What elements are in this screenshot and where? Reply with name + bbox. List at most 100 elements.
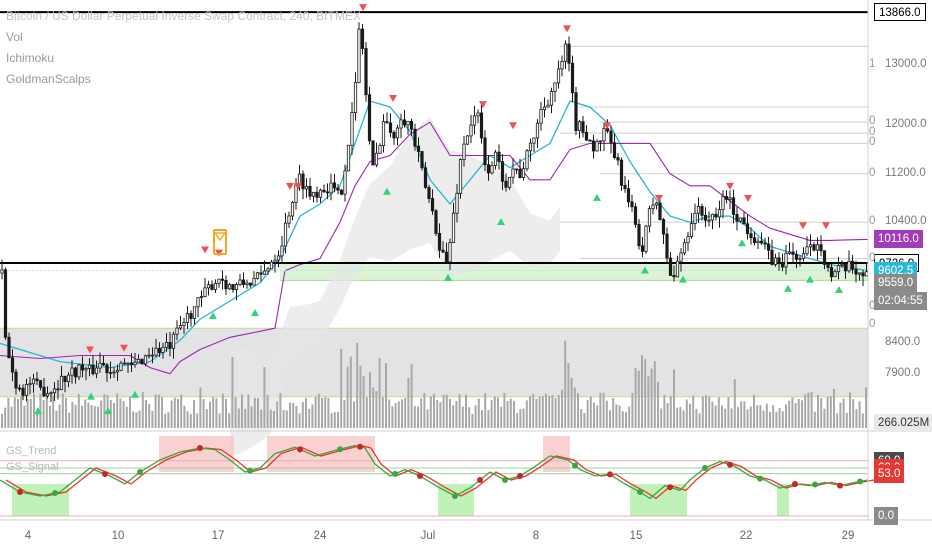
candle-body	[28, 383, 32, 386]
candle-body	[413, 128, 417, 147]
candle-body	[738, 217, 743, 222]
osc-overbought-band	[564, 436, 567, 472]
candle-body	[584, 131, 589, 141]
volume-bar	[151, 410, 154, 428]
volume-bar	[849, 392, 851, 428]
candle-body	[31, 378, 36, 385]
candle-body	[630, 201, 634, 208]
volume-bar	[705, 395, 707, 428]
level-digit-label: 0	[869, 115, 876, 128]
candle-body	[185, 313, 190, 323]
osc-oversold-band	[783, 484, 786, 516]
buy-marker-icon	[835, 285, 843, 293]
sell-marker-icon	[120, 344, 128, 352]
price-tick-label: 10400.0	[885, 215, 927, 228]
osc-overbought-band	[276, 436, 279, 472]
volume-bar	[90, 405, 93, 428]
buy-marker-icon	[806, 275, 814, 283]
volume-bar	[509, 398, 512, 428]
candle-body	[430, 198, 435, 212]
candle-body	[143, 355, 148, 365]
volume-bar	[429, 396, 432, 428]
time-tick-label: 29	[841, 530, 855, 542]
legend-gs-trend[interactable]: GS_Trend	[6, 445, 57, 457]
candle-body	[511, 168, 515, 178]
candle-body	[199, 296, 204, 299]
candle-body	[311, 191, 316, 197]
highlight-box	[213, 229, 227, 255]
osc-cross-dot	[392, 470, 398, 477]
osc-oversold-band	[60, 484, 63, 516]
legend-study-ichimoku[interactable]: Ichimoku	[6, 51, 55, 65]
legend-gs-signal[interactable]: GS_Signal	[6, 461, 59, 473]
volume-bar	[362, 376, 365, 428]
osc-oversold-band	[465, 484, 468, 516]
osc-overbought-band	[165, 436, 168, 472]
volume-bar	[218, 413, 221, 428]
candle-body	[255, 272, 260, 279]
osc-overbought-band	[372, 436, 375, 472]
osc-overbought-band	[192, 436, 195, 472]
osc-tag: 53.0	[874, 464, 905, 483]
volume-bar	[269, 409, 272, 428]
volume-bar	[673, 369, 675, 428]
osc-oversold-band	[456, 484, 459, 516]
volume-bar	[615, 404, 618, 428]
osc-overbought-band	[333, 436, 336, 472]
volume-bar	[769, 411, 771, 428]
candle-body	[329, 182, 333, 194]
osc-overbought-band	[357, 436, 360, 472]
candle-body	[707, 219, 711, 222]
candle-body	[234, 284, 239, 291]
candle-body	[808, 244, 813, 248]
volume-bar	[295, 406, 298, 428]
osc-overbought-band	[303, 436, 306, 472]
highlight-arrow-icon	[213, 232, 227, 242]
candle-body	[763, 242, 767, 245]
candle-body	[773, 257, 778, 265]
candle-body	[731, 197, 736, 215]
candle-body	[406, 121, 410, 126]
candle-body	[84, 368, 88, 371]
candle-body	[59, 375, 64, 390]
candle-body	[465, 135, 470, 145]
candle-body	[532, 137, 536, 144]
osc-overbought-band	[546, 436, 549, 472]
volume-bar	[660, 408, 663, 428]
volume-bar	[490, 400, 493, 428]
volume-bar	[314, 396, 317, 428]
candle-body	[318, 189, 323, 198]
volume-bar	[823, 408, 826, 428]
volume-bar	[298, 413, 301, 428]
candle-body	[479, 112, 484, 139]
candle-body	[392, 132, 396, 139]
osc-cross-dot	[297, 446, 303, 453]
osc-oversold-band	[633, 484, 636, 516]
volume-bar	[727, 397, 730, 428]
candle-body	[196, 297, 200, 308]
volume-bar	[417, 406, 419, 428]
candle-body	[374, 152, 379, 166]
candle-body	[668, 257, 673, 276]
volume-bar	[522, 408, 525, 428]
legend-study-goldmanscalps[interactable]: GoldmanScalps	[6, 72, 91, 86]
candle-body	[217, 278, 221, 284]
candle-body	[91, 364, 95, 375]
candle-body	[458, 159, 463, 194]
volume-bar	[257, 398, 259, 428]
volume-bar	[209, 401, 211, 428]
volume-bar	[529, 396, 531, 428]
candle-body	[266, 268, 270, 272]
buy-marker-icon	[383, 187, 391, 195]
candle-body	[577, 121, 582, 131]
osc-overbought-band	[342, 436, 345, 472]
volume-bar	[525, 400, 528, 428]
volume-bar	[653, 361, 656, 428]
volume-bar	[1, 413, 3, 428]
osc-cross-dot	[477, 477, 483, 483]
volume-bar	[753, 394, 755, 428]
volume-bar	[442, 394, 445, 428]
volume-bar	[461, 406, 464, 428]
legend-study-vol[interactable]: Vol	[6, 30, 23, 44]
volume-bar	[625, 412, 627, 428]
